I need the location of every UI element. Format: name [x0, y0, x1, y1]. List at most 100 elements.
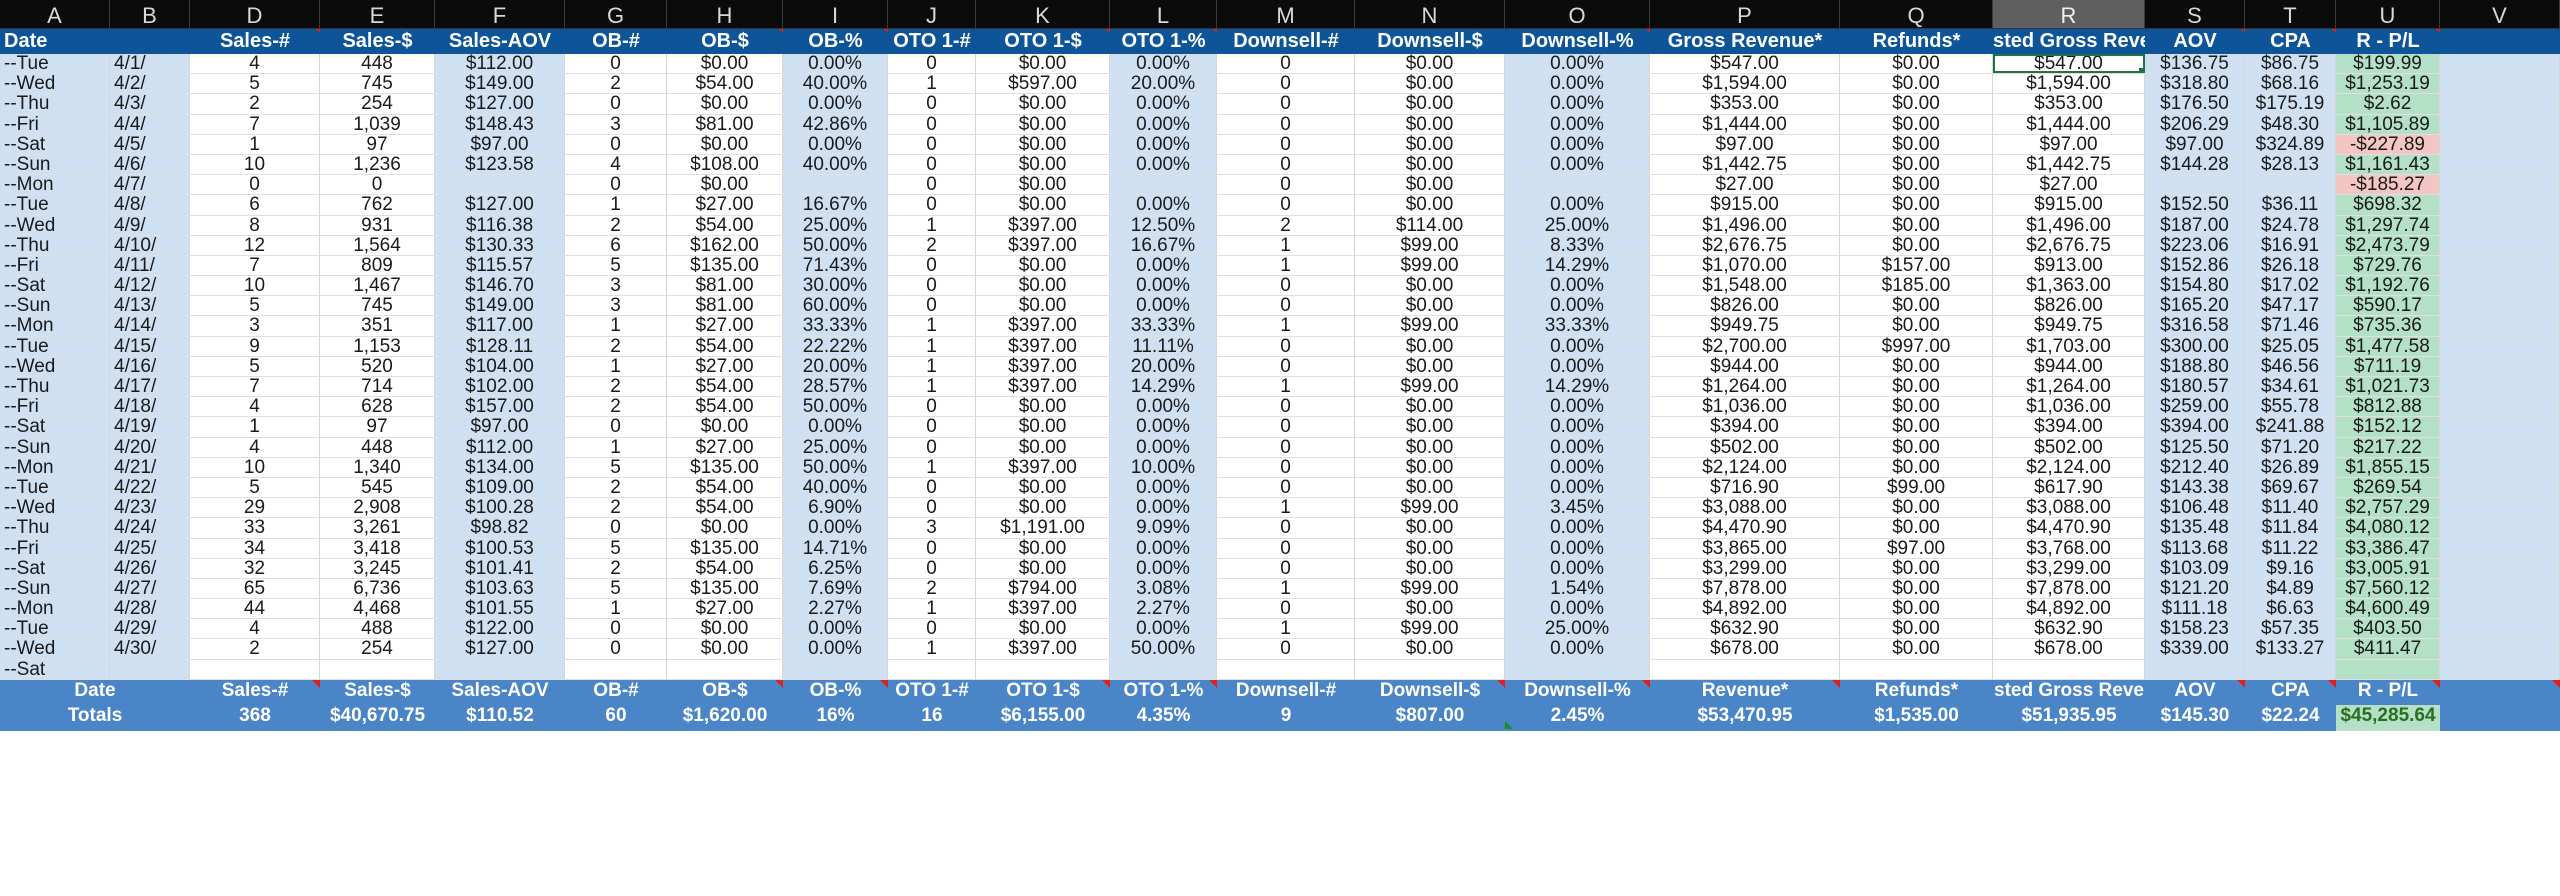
- cell-day[interactable]: --Tue: [0, 336, 110, 356]
- cell-ds-n[interactable]: 0: [1217, 296, 1355, 316]
- header-date[interactable]: Date: [4, 30, 48, 52]
- cell-oto-n[interactable]: 1: [888, 215, 976, 235]
- cell-sales-d[interactable]: 488: [320, 619, 435, 639]
- cell-oto-p[interactable]: 9.09%: [1110, 518, 1217, 538]
- header-oto-p[interactable]: OTO 1-%: [1110, 29, 1217, 54]
- cell-adj[interactable]: $1,442.75: [1993, 154, 2145, 175]
- cell-v[interactable]: [2440, 538, 2560, 558]
- cell-oto-n[interactable]: 0: [888, 154, 976, 175]
- cell-sales-aov[interactable]: $148.43: [435, 114, 565, 134]
- cell-pl[interactable]: $590.17: [2336, 296, 2440, 316]
- cell-date[interactable]: 4/17/: [110, 377, 190, 397]
- cell-ds-d[interactable]: $0.00: [1355, 276, 1505, 296]
- cell-ob-p[interactable]: 0.00%: [783, 134, 888, 154]
- cell-ds-p[interactable]: 0.00%: [1505, 356, 1650, 376]
- cell-ds-d[interactable]: $0.00: [1355, 518, 1505, 538]
- footer-label-pl[interactable]: R - P/L: [2336, 679, 2440, 705]
- cell-v[interactable]: [2440, 255, 2560, 276]
- cell-date[interactable]: 4/9/: [110, 215, 190, 235]
- cell-sales-d[interactable]: 254: [320, 94, 435, 114]
- cell-ob-d[interactable]: $135.00: [667, 457, 783, 477]
- cell-ds-p[interactable]: 25.00%: [1505, 215, 1650, 235]
- cell-gross[interactable]: $1,036.00: [1650, 397, 1840, 417]
- cell-oto-p[interactable]: 0.00%: [1110, 498, 1217, 518]
- column-header-t[interactable]: T: [2245, 0, 2336, 28]
- header-ds-p[interactable]: Downsell-%: [1505, 29, 1650, 54]
- cell-oto-p[interactable]: 0.00%: [1110, 54, 1217, 74]
- cell-ds-n[interactable]: 0: [1217, 437, 1355, 457]
- cell-ob-p[interactable]: 20.00%: [783, 356, 888, 376]
- column-header-m[interactable]: M: [1217, 0, 1355, 28]
- cell-ds-p[interactable]: 0.00%: [1505, 94, 1650, 114]
- cell-aov[interactable]: $103.09: [2145, 558, 2245, 578]
- cell-ob-n[interactable]: 3: [565, 114, 667, 134]
- cell-sales-n[interactable]: 5: [190, 296, 320, 316]
- cell-sales-n[interactable]: 1: [190, 134, 320, 154]
- cell-day[interactable]: --Wed: [0, 356, 110, 376]
- cell-ob-d[interactable]: $0.00: [667, 134, 783, 154]
- cell-pl[interactable]: $411.47: [2336, 639, 2440, 659]
- cell-pl[interactable]: $4,080.12: [2336, 518, 2440, 538]
- cell-v[interactable]: [2440, 397, 2560, 417]
- cell-sales-d[interactable]: 254: [320, 639, 435, 659]
- cell-oto-d[interactable]: $0.00: [976, 94, 1110, 114]
- cell-ds-n[interactable]: 1: [1217, 578, 1355, 599]
- cell-ob-d[interactable]: $0.00: [667, 639, 783, 659]
- cell-sales-n[interactable]: 34: [190, 538, 320, 558]
- cell-oto-d[interactable]: $0.00: [976, 54, 1110, 74]
- cell-sales-d[interactable]: 3,418: [320, 538, 435, 558]
- cell-pl[interactable]: $2,757.29: [2336, 498, 2440, 518]
- cell-cpa[interactable]: $46.56: [2245, 356, 2336, 376]
- cell-refunds[interactable]: $0.00: [1840, 235, 1993, 255]
- cell-adj[interactable]: $3,299.00: [1993, 558, 2145, 578]
- footer-total-gross[interactable]: $53,470.95: [1697, 704, 1793, 726]
- cell-ds-n[interactable]: 0: [1217, 558, 1355, 578]
- cell-ob-n[interactable]: 0: [565, 175, 667, 195]
- cell-aov[interactable]: [2145, 175, 2245, 195]
- footer-label-day[interactable]: Date: [74, 679, 116, 701]
- cell-oto-d[interactable]: $794.00: [976, 578, 1110, 599]
- cell-oto-p[interactable]: 16.67%: [1110, 235, 1217, 255]
- cell-oto-n[interactable]: 0: [888, 538, 976, 558]
- cell-oto-d[interactable]: $0.00: [976, 437, 1110, 457]
- cell-day[interactable]: --Mon: [0, 175, 110, 195]
- cell-day[interactable]: --Fri: [0, 255, 110, 276]
- header-adj-gross[interactable]: sted Gross Reve: [1993, 30, 2145, 52]
- cell-oto-d[interactable]: $597.00: [976, 74, 1110, 94]
- column-header-n[interactable]: N: [1355, 0, 1505, 28]
- cell-date[interactable]: 4/18/: [110, 397, 190, 417]
- cell-oto-n[interactable]: 2: [888, 235, 976, 255]
- cell-ob-n[interactable]: 1: [565, 316, 667, 336]
- cell-cpa[interactable]: $47.17: [2245, 296, 2336, 316]
- cell-pl[interactable]: $1,477.58: [2336, 336, 2440, 356]
- cell-sales-d[interactable]: 448: [320, 54, 435, 74]
- cell-adj[interactable]: $1,594.00: [1993, 74, 2145, 94]
- cell-v[interactable]: [2440, 316, 2560, 336]
- cell-refunds[interactable]: $99.00: [1840, 477, 1993, 498]
- cell-ob-n[interactable]: 3: [565, 296, 667, 316]
- header-ob-n[interactable]: OB-#: [592, 30, 640, 52]
- cell-ob-n[interactable]: 0: [565, 94, 667, 114]
- cell-ob-n[interactable]: 3: [565, 276, 667, 296]
- cell-sales-n[interactable]: 4: [190, 54, 320, 74]
- cell-day[interactable]: --Tue: [0, 619, 110, 639]
- cell-pl[interactable]: $812.88: [2336, 397, 2440, 417]
- cell-ob-p[interactable]: 0.00%: [783, 518, 888, 538]
- cell-sales-d[interactable]: 1,236: [320, 154, 435, 175]
- cell-ds-p[interactable]: 14.29%: [1505, 255, 1650, 276]
- cell-sales-d[interactable]: 714: [320, 377, 435, 397]
- cell-v[interactable]: [2440, 134, 2560, 154]
- cell-ob-p[interactable]: 28.57%: [783, 377, 888, 397]
- footer-total-adj[interactable]: $51,935.95: [2021, 704, 2117, 726]
- cell-ds-d[interactable]: $0.00: [1355, 175, 1505, 195]
- cell-adj[interactable]: $3,768.00: [1993, 538, 2145, 558]
- cell-oto-n[interactable]: 0: [888, 255, 976, 276]
- cell-oto-d[interactable]: $397.00: [976, 639, 1110, 659]
- cell-cpa[interactable]: $68.16: [2245, 74, 2336, 94]
- cell-ds-n[interactable]: 0: [1217, 477, 1355, 498]
- cell-ds-n[interactable]: 0: [1217, 195, 1355, 215]
- cell-ds-n[interactable]: 0: [1217, 276, 1355, 296]
- cell-ds-p[interactable]: 0.00%: [1505, 114, 1650, 134]
- footer-label-v[interactable]: [2440, 679, 2560, 705]
- cell-oto-p[interactable]: 3.08%: [1110, 578, 1217, 599]
